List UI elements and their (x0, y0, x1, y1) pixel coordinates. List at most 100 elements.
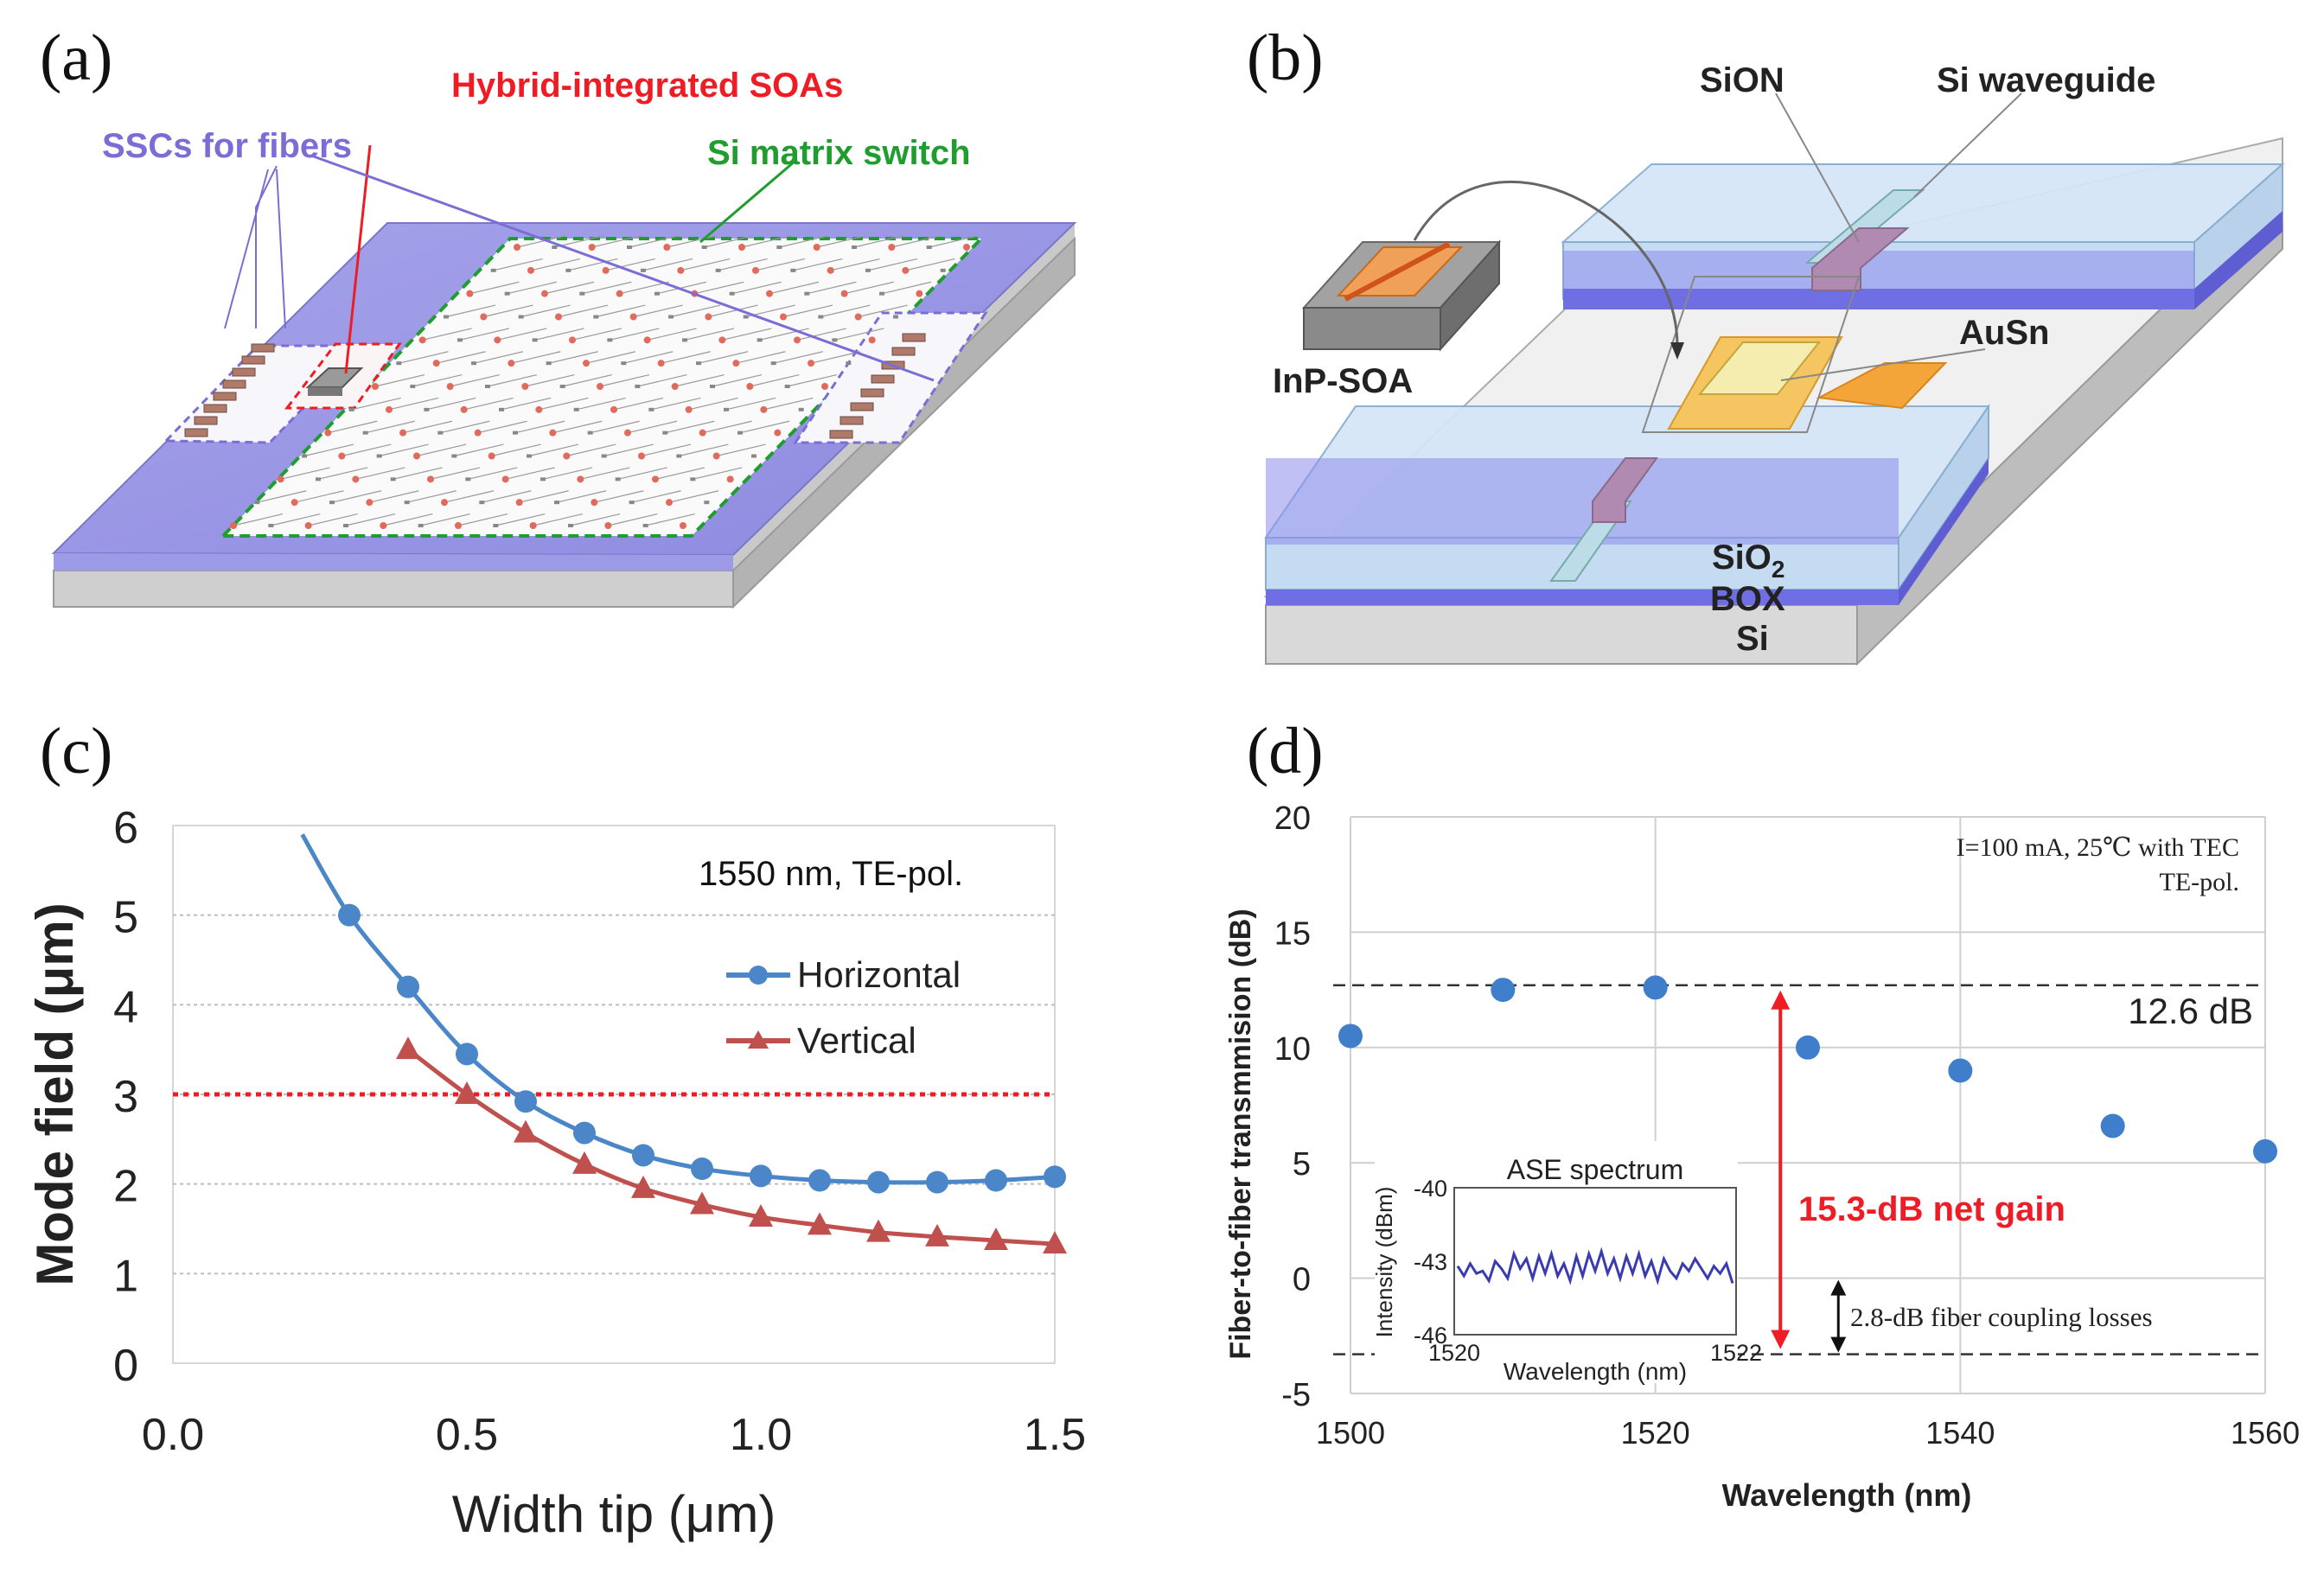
switch-waveguide (477, 420, 527, 434)
inset-xtick-label: 1522 (1710, 1340, 1762, 1366)
switch-node (404, 501, 410, 505)
loss-arrow-head-top (1830, 1279, 1847, 1296)
switch-node (410, 385, 416, 388)
substrate-base (1263, 137, 2283, 666)
switch-node (518, 315, 524, 319)
ssc-pad-left (232, 367, 256, 377)
switch-waveguide (582, 281, 632, 295)
switch-waveguide (608, 513, 658, 526)
switch-waveguide (702, 420, 752, 434)
switch-node (597, 383, 603, 390)
chart-c-point-vertical (455, 1081, 479, 1104)
chart-c-ytick-label: 2 (113, 1162, 138, 1212)
switch-waveguide (793, 258, 843, 271)
switch-waveguide (430, 467, 481, 480)
switch-waveguide (469, 281, 520, 295)
inset-ytick-label: -43 (1414, 1249, 1447, 1275)
chart-c-legend: Horizontal Vertical (726, 954, 961, 1061)
switch-node (587, 430, 593, 435)
chart-c-point-horizontal (338, 903, 361, 927)
switch-waveguide (345, 513, 396, 526)
switch-waveguide (594, 490, 644, 503)
inset-xtick-label: 1520 (1428, 1340, 1480, 1366)
switch-node (737, 430, 743, 435)
ssc-pad-right (850, 402, 874, 411)
switch-waveguide (629, 234, 680, 248)
switch-node (790, 268, 796, 272)
switch-node (818, 315, 824, 319)
switch-waveguide (613, 397, 664, 411)
chart-c-point-vertical (514, 1119, 538, 1143)
switch-waveguide (820, 304, 871, 318)
switch-waveguide (773, 351, 823, 364)
switch-node (573, 407, 579, 411)
switch-waveguide (858, 304, 908, 318)
switch-node (774, 429, 782, 437)
switch-node (427, 475, 434, 483)
switch-node (690, 477, 696, 481)
switch-waveguide (712, 373, 763, 387)
switch-waveguide (576, 397, 626, 411)
chart-c-point-horizontal (691, 1157, 713, 1181)
ssc-pad-left (222, 379, 246, 389)
switch-waveguide (271, 513, 321, 526)
switch-node (893, 315, 898, 319)
chart-c-point-horizontal (750, 1164, 772, 1188)
ssc-pad-left (241, 355, 265, 365)
switch-node (784, 385, 790, 388)
panel-label-c: (c) (40, 715, 113, 788)
chart-d-ytick-label: 20 (1274, 800, 1311, 837)
switch-waveguide (591, 234, 642, 248)
switch-waveguide (599, 373, 650, 387)
inset-spectrum-line (1456, 1247, 1734, 1285)
switch-waveguide (694, 281, 744, 295)
ssc-pad-right (902, 333, 926, 342)
switch-waveguide (670, 304, 721, 318)
switch-node (680, 522, 686, 529)
switch-waveguide (708, 304, 758, 318)
ssc-pad-right (829, 430, 853, 439)
switch-waveguide (647, 328, 697, 341)
switch-node (738, 244, 745, 251)
chart-d-points (1338, 975, 2277, 1164)
ssc-pad-right (860, 388, 884, 398)
switch-node (652, 475, 659, 483)
switch-node (629, 313, 637, 321)
switch-node (490, 268, 496, 272)
chart-c-point-horizontal (985, 1169, 1007, 1192)
callout-hybrid-soas: Hybrid-integrated SOAs (451, 67, 843, 105)
switch-node (277, 475, 284, 483)
chart-d-point (1491, 978, 1516, 1003)
switch-node (494, 336, 501, 344)
chart-c-ytick-label: 3 (113, 1072, 138, 1122)
upper-oxide-block (1561, 162, 2285, 309)
chart-c-series-line-vertical (406, 1048, 1056, 1247)
switch-waveguide (342, 443, 392, 457)
switch-node (926, 245, 932, 249)
switch-waveguide (619, 281, 669, 295)
chart-c-point-vertical (572, 1151, 597, 1174)
switch-node (641, 268, 646, 272)
switch-waveguide (436, 351, 486, 364)
switch-waveguide (566, 443, 616, 457)
switch-node (380, 522, 387, 529)
chart-d-ytick-label: 0 (1293, 1262, 1311, 1298)
switch-node (704, 501, 710, 505)
switch-node (682, 338, 687, 342)
switch-waveguide (853, 234, 904, 248)
switch-node (372, 383, 379, 390)
switch-waveguide (779, 234, 829, 248)
ssc-pad-left (213, 392, 237, 401)
switch-waveguide (463, 397, 514, 411)
switch-node (577, 475, 584, 483)
switch-node (329, 501, 335, 505)
switch-waveguide (580, 467, 630, 480)
chart-d-ylabel: Fiber-to-fiber transmmision (dB) (1224, 909, 1257, 1359)
switch-waveguide (718, 258, 768, 271)
chart-c-series (300, 833, 1067, 1254)
switch-node (770, 361, 776, 366)
switch-waveguide (704, 234, 754, 248)
switch-node (583, 360, 590, 367)
switch-waveguide (495, 513, 546, 526)
